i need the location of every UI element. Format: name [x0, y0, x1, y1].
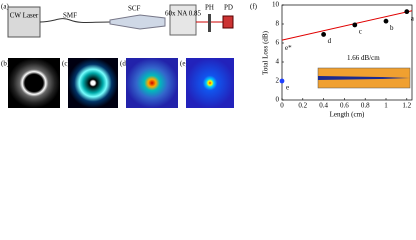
x-tick-label: 1.2 — [402, 102, 411, 110]
y-tick-label: 0 — [276, 96, 280, 104]
y-tick-label: 2 — [276, 77, 280, 85]
image-b — [8, 58, 60, 108]
data-point — [279, 78, 285, 84]
image-c — [68, 58, 118, 108]
inset-taper — [318, 76, 410, 80]
fit-label: 1.66 dB/cm — [347, 54, 380, 62]
smf-fiber — [39, 18, 111, 23]
y-axis-label: Total Loss (dB) — [262, 30, 270, 75]
image-e — [186, 58, 234, 108]
panel-label: (b) — [1, 60, 10, 68]
plot-frame — [281, 4, 413, 101]
x-tick-label: 0.8 — [361, 102, 370, 110]
data-point — [352, 22, 358, 28]
x-tick-label: 0.2 — [298, 102, 307, 110]
y-tick-label: 6 — [276, 39, 280, 47]
panel-label: (f) — [250, 3, 258, 11]
point-label: d — [328, 37, 332, 45]
data-point — [321, 32, 326, 37]
fit-line — [281, 10, 413, 41]
y-tick-label: 8 — [276, 20, 280, 28]
detector — [222, 15, 234, 29]
loss-chart: (f) Total Loss (dB) Length (cm) 02468100… — [250, 1, 415, 119]
y-tick-label: 10 — [272, 1, 280, 9]
smf-label: SMF — [63, 12, 77, 20]
point-label: c — [359, 28, 362, 36]
panel-label: (a) — [1, 3, 9, 11]
laser-label: CW Laser — [10, 12, 39, 20]
page: (a) CW Laser SMF SCF 60x NA 0.85 PH PD (… — [1, 0, 415, 119]
point-label: b — [390, 24, 394, 32]
setup-diagram: (a) CW Laser SMF SCF 60x NA 0.85 PH PD — [1, 3, 234, 38]
panel-label: (e) — [180, 60, 188, 68]
pinhole-label: PH — [205, 4, 214, 12]
panel-label: (c) — [62, 60, 70, 68]
data-point — [404, 9, 410, 15]
figure: (a) CW Laser SMF SCF 60x NA 0.85 PH PD (… — [1, 1, 415, 119]
x-tick-label: 0.4 — [319, 102, 328, 110]
objective — [169, 4, 197, 36]
image-d — [126, 58, 178, 108]
mode-images: (b) (c) (d) (e) — [1, 58, 234, 108]
x-axis-label: Length (cm) — [330, 111, 365, 119]
data-point — [383, 18, 389, 24]
y-tick-label: 4 — [276, 58, 280, 66]
scf-label: SCF — [128, 5, 141, 13]
panel-label: (d) — [120, 60, 129, 68]
point-label: e — [286, 84, 289, 92]
detector-label: PD — [224, 4, 233, 12]
x-tick-label: 0 — [280, 102, 284, 110]
point-label: a — [411, 14, 415, 22]
scf-fiber — [109, 14, 166, 30]
x-tick-label: 1 — [384, 102, 388, 110]
pinhole — [208, 14, 211, 32]
laser-box — [7, 6, 41, 38]
x-tick-label: 0.6 — [340, 102, 349, 110]
objective-label: 60x NA 0.85 — [165, 10, 201, 18]
fit-start-label: e* — [285, 44, 292, 52]
